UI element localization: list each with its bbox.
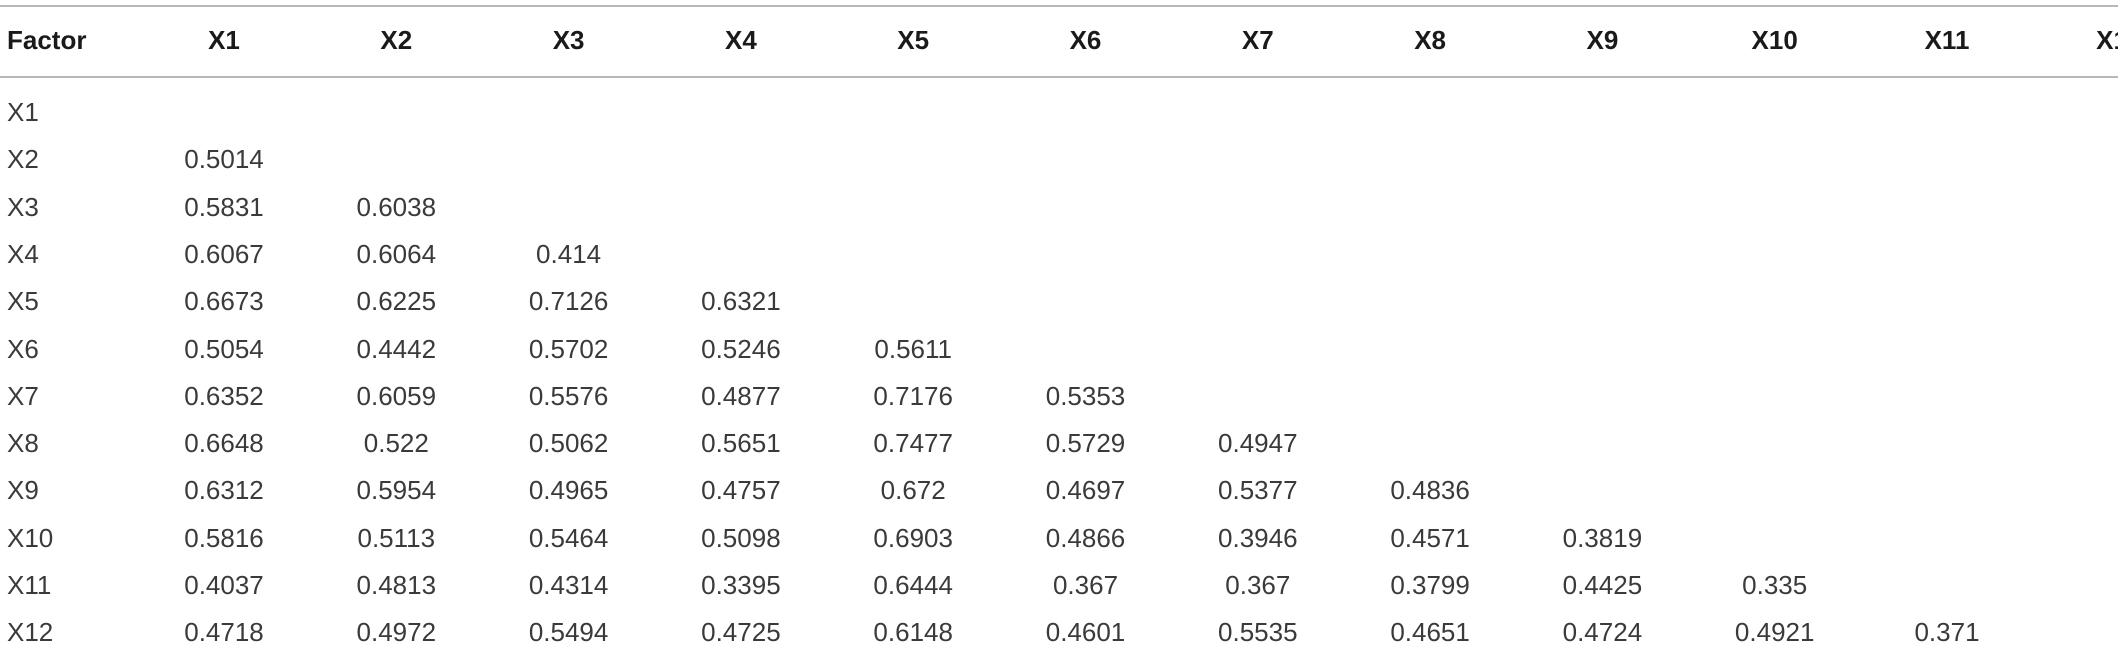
- value-cell: 0.522: [363, 428, 429, 459]
- value-cell: 0.6059: [356, 380, 437, 411]
- value-cell: 0.367: [1225, 570, 1291, 600]
- value-cell: 0.5353: [1045, 380, 1126, 411]
- row-label: X8: [7, 428, 39, 459]
- row-label: X1: [7, 97, 39, 127]
- value-cell: 0.6673: [184, 286, 264, 317]
- header-cell: X6: [1069, 25, 1102, 55]
- value-cell: 0.5816: [184, 522, 264, 553]
- value-cell: 0.3395: [701, 570, 781, 600]
- value-cell: 0.4571: [1390, 522, 1470, 553]
- row-label: X10: [7, 522, 54, 553]
- value-cell: 0.5377: [1218, 475, 1298, 506]
- value-cell: 0.5494: [528, 617, 609, 648]
- value-cell: 0.4314: [528, 570, 609, 600]
- value-cell: 0.6444: [873, 570, 953, 600]
- value-cell: 0.7477: [873, 428, 953, 459]
- value-cell: 0.4813: [356, 570, 437, 600]
- value-cell: 0.335: [1742, 570, 1808, 600]
- value-cell: 0.4921: [1734, 617, 1815, 648]
- value-cell: 0.6312: [184, 475, 264, 506]
- value-cell: 0.3799: [1390, 570, 1470, 600]
- value-cell: 0.4877: [701, 380, 781, 411]
- value-cell: 0.4866: [1045, 522, 1126, 553]
- value-cell: 0.5464: [528, 522, 609, 553]
- header-cell: X1: [208, 25, 240, 55]
- header-cell: X11: [1924, 25, 1970, 55]
- header-cell: Factor: [7, 25, 87, 55]
- value-cell: 0.3819: [1562, 522, 1643, 553]
- value-cell: 0.4601: [1045, 617, 1126, 648]
- value-cell: 0.6903: [873, 522, 953, 553]
- row-label: X12: [7, 617, 54, 648]
- value-cell: 0.371: [1914, 617, 1980, 648]
- value-cell: 0.6064: [356, 238, 437, 269]
- value-cell: 0.6321: [701, 286, 781, 317]
- value-cell: 0.4037: [184, 570, 264, 600]
- value-cell: 0.5576: [528, 380, 609, 411]
- row-label: X6: [7, 333, 39, 364]
- header-cell: X9: [1586, 25, 1619, 55]
- value-cell: 0.4972: [356, 617, 437, 648]
- value-cell: 0.672: [880, 475, 946, 506]
- row-label: X11: [7, 570, 52, 600]
- value-cell: 0.5062: [528, 428, 609, 459]
- value-cell: 0.6148: [873, 617, 953, 648]
- row-label: X5: [7, 286, 39, 317]
- value-cell: 0.6067: [184, 238, 264, 269]
- value-cell: 0.6225: [356, 286, 437, 317]
- value-cell: 0.5651: [701, 428, 781, 459]
- value-cell: 0.4651: [1390, 617, 1470, 648]
- value-cell: 0.5113: [357, 522, 436, 553]
- value-cell: 0.4757: [701, 475, 781, 506]
- header-cell: X10: [1751, 25, 1798, 55]
- value-cell: 0.4442: [356, 333, 437, 364]
- value-cell: 0.367: [1052, 570, 1119, 600]
- value-cell: 0.5246: [701, 333, 781, 364]
- value-cell: 0.3946: [1218, 522, 1298, 553]
- value-cell: 0.4697: [1045, 475, 1126, 506]
- value-cell: 0.6648: [184, 428, 264, 459]
- header-cell: X5: [897, 25, 930, 55]
- header-cell: X12: [2096, 25, 2118, 55]
- top-rule: [0, 5, 2118, 7]
- value-cell: 0.5831: [184, 191, 264, 222]
- header-cell: X2: [380, 25, 413, 55]
- value-cell: 0.5611: [874, 333, 952, 364]
- value-cell: 0.414: [536, 238, 602, 269]
- value-cell: 0.6352: [184, 380, 264, 411]
- row-label: X3: [7, 191, 39, 222]
- value-cell: 0.5702: [528, 333, 609, 364]
- header-cell: X7: [1241, 25, 1274, 55]
- value-cell: 0.6038: [356, 191, 437, 222]
- value-cell: 0.4425: [1562, 570, 1643, 600]
- value-cell: 0.5054: [184, 333, 264, 364]
- value-cell: 0.7176: [873, 380, 953, 411]
- row-label: X4: [7, 238, 39, 269]
- value-cell: 0.4836: [1390, 475, 1470, 506]
- value-cell: 0.7126: [528, 286, 609, 317]
- value-cell: 0.4718: [184, 617, 264, 648]
- header-cell: X8: [1414, 25, 1446, 55]
- value-cell: 0.5729: [1045, 428, 1126, 459]
- row-label: X7: [7, 380, 39, 411]
- header-rule: [0, 76, 2118, 78]
- value-cell: 0.5535: [1218, 617, 1298, 648]
- row-label: X2: [7, 144, 39, 175]
- header-cell: X3: [552, 25, 585, 55]
- value-cell: 0.5014: [184, 144, 264, 175]
- value-cell: 0.4965: [528, 475, 609, 506]
- value-cell: 0.4947: [1218, 428, 1298, 459]
- value-cell: 0.5954: [356, 475, 437, 506]
- header-cell: X4: [724, 25, 757, 55]
- value-cell: 0.4725: [701, 617, 781, 648]
- row-label: X9: [7, 475, 39, 506]
- value-cell: 0.5098: [701, 522, 781, 553]
- value-cell: 0.4724: [1562, 617, 1643, 648]
